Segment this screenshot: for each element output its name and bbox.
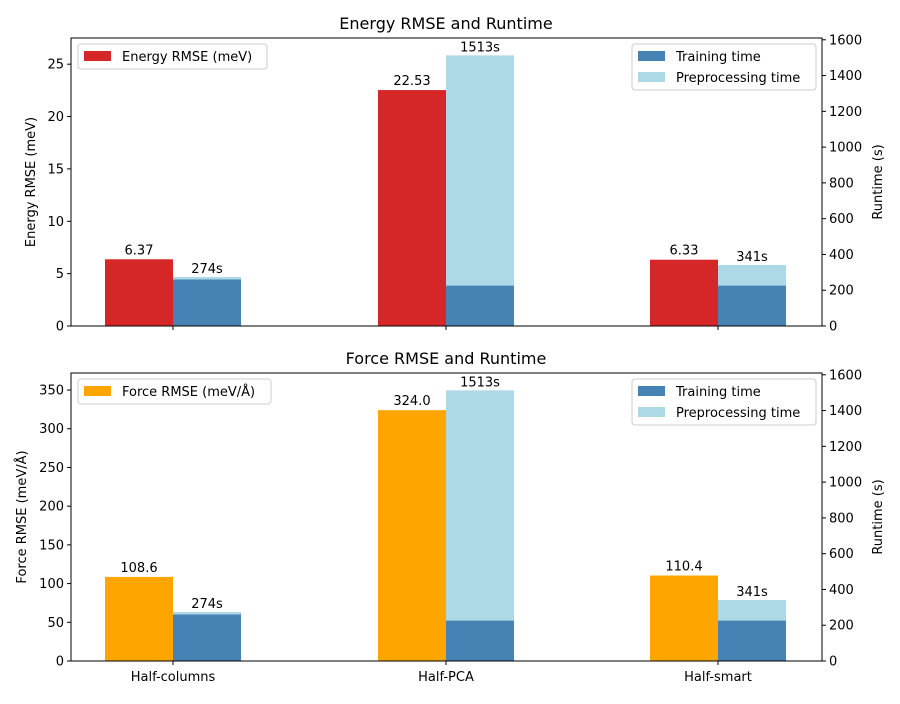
preprocessing-time-bar [446, 55, 514, 286]
rmse-value-label: 6.33 [670, 244, 699, 259]
legend-right: Training time Preprocessing time [631, 378, 817, 426]
left-axis-label: Energy RMSE (meV) [24, 117, 39, 247]
legend-entry: Preprocessing time [676, 406, 800, 421]
legend-swatch [84, 51, 111, 61]
rmse-value-label: 22.53 [393, 74, 430, 89]
legend-swatch [84, 386, 111, 396]
left-y-tick-label: 0 [56, 320, 64, 335]
legend-entry: Preprocessing time [676, 71, 800, 86]
left-y-tick-label: 50 [47, 616, 64, 631]
right-y-tick-label: 400 [829, 583, 854, 598]
x-tick-label: Half-columns [131, 670, 216, 685]
right-y-tick-label: 600 [829, 212, 854, 227]
right-y-tick-label: 1000 [829, 476, 862, 491]
left-y-tick-label: 100 [39, 577, 64, 592]
preprocessing-time-bar [173, 611, 241, 615]
preprocessing-time-bar [446, 390, 514, 621]
right-y-tick-label: 1400 [829, 69, 862, 84]
right-y-tick-label: 200 [829, 284, 854, 299]
right-y-tick-label: 600 [829, 547, 854, 562]
left-y-tick-label: 0 [56, 655, 64, 670]
left-y-tick-label: 200 [39, 500, 64, 515]
legend-right: Training time Preprocessing time [631, 43, 817, 91]
rmse-value-label: 6.37 [125, 243, 154, 258]
training-time-bar [173, 614, 241, 661]
runtime-total-label: 274s [191, 262, 223, 277]
legend-box [77, 378, 272, 405]
left-y-tick-label: 25 [47, 58, 64, 73]
legend-swatch [638, 386, 665, 396]
rmse-value-label: 324.0 [393, 394, 430, 409]
left-y-tick-label: 10 [47, 215, 64, 230]
rmse-bar [650, 259, 718, 326]
right-y-tick-label: 800 [829, 176, 854, 191]
right-y-tick-label: 1600 [829, 33, 862, 48]
right-axis-label: Runtime (s) [871, 144, 886, 219]
right-y-tick-label: 1000 [829, 141, 862, 156]
right-y-tick-label: 0 [829, 655, 837, 670]
right-y-tick-label: 400 [829, 248, 854, 263]
runtime-total-label: 341s [736, 585, 768, 600]
legend-swatch [638, 51, 665, 61]
right-y-tick-label: 1200 [829, 105, 862, 120]
legend-left: Energy RMSE (meV) [77, 43, 268, 70]
runtime-total-label: 1513s [460, 375, 500, 390]
legend-box [631, 378, 817, 426]
left-y-tick-label: 350 [39, 384, 64, 399]
right-y-tick-label: 1200 [829, 440, 862, 455]
left-y-tick-label: 5 [56, 267, 64, 282]
chart-title: Energy RMSE and Runtime [339, 14, 552, 33]
energy-chart: Energy RMSE and Runtime 6.37274s22.53151… [24, 14, 886, 335]
training-time-bar [446, 285, 514, 326]
force-chart: Force RMSE and Runtime 108.6 274s Half-col… [14, 349, 886, 685]
legend-left: Force RMSE (meV/Å) [77, 378, 272, 405]
rmse-bar [650, 575, 718, 661]
right-y-tick-label: 0 [829, 320, 837, 335]
rmse-value-label: 108.6 [120, 561, 157, 576]
preprocessing-time-bar [718, 265, 786, 286]
rmse-bar [105, 259, 173, 326]
legend-entry: Training time [675, 385, 761, 400]
right-y-tick-label: 200 [829, 619, 854, 634]
left-y-tick-label: 250 [39, 461, 64, 476]
preprocessing-time-bar [173, 276, 241, 280]
runtime-total-label: 341s [736, 250, 768, 265]
left-y-tick-label: 300 [39, 422, 64, 437]
right-y-tick-label: 1600 [829, 368, 862, 383]
x-tick-label: Half-PCA [418, 670, 474, 685]
legend-box [631, 43, 817, 91]
right-axis-label: Runtime (s) [871, 479, 886, 554]
left-y-tick-label: 15 [47, 162, 64, 177]
legend-entry: Training time [675, 50, 761, 65]
left-y-tick-label: 150 [39, 538, 64, 553]
chart-title: Force RMSE and Runtime [346, 349, 547, 368]
training-time-bar [173, 279, 241, 326]
legend-swatch [638, 407, 665, 417]
preprocessing-time-bar [718, 600, 786, 621]
rmse-bar [378, 410, 446, 661]
x-tick-label: Half-smart [684, 670, 752, 685]
legend-entry: Energy RMSE (meV) [122, 50, 252, 65]
rmse-bar [378, 90, 446, 326]
plot-frame [70, 372, 823, 662]
right-y-tick-label: 1400 [829, 404, 862, 419]
plot-frame [70, 37, 823, 327]
training-time-bar [718, 620, 786, 661]
right-y-tick-label: 800 [829, 511, 854, 526]
left-axis-label: Force RMSE (meV/Å) [14, 450, 30, 583]
training-time-bar [446, 620, 514, 661]
runtime-total-label: 274s [191, 597, 223, 612]
rmse-value-label: 110.4 [665, 560, 702, 575]
legend-swatch [638, 72, 665, 82]
left-y-tick-label: 20 [47, 110, 64, 125]
legend-box [77, 43, 268, 70]
legend-entry: Force RMSE (meV/Å) [122, 384, 255, 400]
runtime-total-label: 1513s [460, 40, 500, 55]
rmse-bar [105, 576, 173, 661]
training-time-bar [718, 285, 786, 326]
